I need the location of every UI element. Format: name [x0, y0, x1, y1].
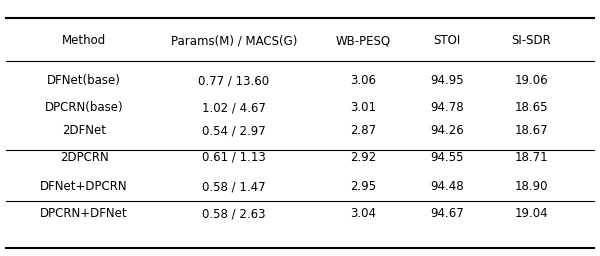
Text: STOI: STOI — [433, 35, 461, 47]
Text: 18.90: 18.90 — [514, 180, 548, 193]
Text: SI-SDR: SI-SDR — [511, 35, 551, 47]
Text: 0.58 / 2.63: 0.58 / 2.63 — [202, 207, 266, 220]
Text: DPCRN(base): DPCRN(base) — [44, 101, 124, 114]
Text: 3.06: 3.06 — [350, 74, 376, 87]
Text: 3.04: 3.04 — [350, 207, 376, 220]
Text: Method: Method — [62, 35, 106, 47]
Text: 0.54 / 2.97: 0.54 / 2.97 — [202, 124, 266, 137]
Text: DFNet+DPCRN: DFNet+DPCRN — [40, 180, 128, 193]
Text: 18.67: 18.67 — [514, 124, 548, 137]
Text: 0.61 / 1.13: 0.61 / 1.13 — [202, 151, 266, 164]
Text: 2DFNet: 2DFNet — [62, 124, 106, 137]
Text: 94.26: 94.26 — [430, 124, 464, 137]
Text: 94.78: 94.78 — [430, 101, 464, 114]
Text: 19.04: 19.04 — [514, 207, 548, 220]
Text: 94.95: 94.95 — [430, 74, 464, 87]
Text: 94.67: 94.67 — [430, 207, 464, 220]
Text: 19.06: 19.06 — [514, 74, 548, 87]
Text: 0.77 / 13.60: 0.77 / 13.60 — [199, 74, 269, 87]
Text: WB-PESQ: WB-PESQ — [335, 35, 391, 47]
Text: 2.87: 2.87 — [350, 124, 376, 137]
Text: 94.48: 94.48 — [430, 180, 464, 193]
Text: 18.65: 18.65 — [514, 101, 548, 114]
Text: Params(M) / MACS(G): Params(M) / MACS(G) — [171, 35, 297, 47]
Text: 2.92: 2.92 — [350, 151, 376, 164]
Text: 3.01: 3.01 — [350, 101, 376, 114]
Text: 0.58 / 1.47: 0.58 / 1.47 — [202, 180, 266, 193]
Text: 2DPCRN: 2DPCRN — [59, 151, 109, 164]
Text: 1.02 / 4.67: 1.02 / 4.67 — [202, 101, 266, 114]
Text: 2.95: 2.95 — [350, 180, 376, 193]
Text: 18.71: 18.71 — [514, 151, 548, 164]
Text: 94.55: 94.55 — [430, 151, 464, 164]
Text: DPCRN+DFNet: DPCRN+DFNet — [40, 207, 128, 220]
Text: DFNet(base): DFNet(base) — [47, 74, 121, 87]
